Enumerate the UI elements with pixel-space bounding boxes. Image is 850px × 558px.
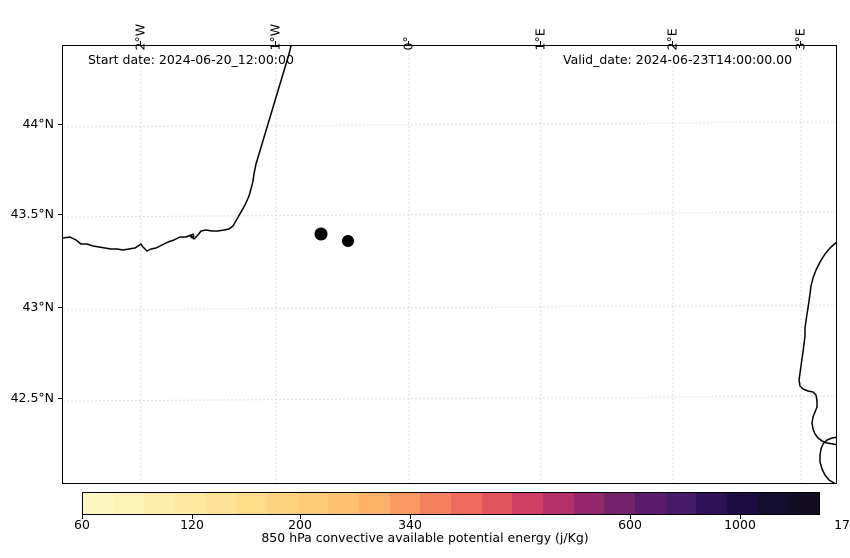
lat-tick-label-42-5n: 42.5°N [10, 389, 54, 405]
colorbar-tick-label-200: 200 [288, 517, 312, 532]
colorbar-tick-label-600: 600 [618, 517, 642, 532]
latitude-gridlines [63, 121, 836, 402]
map-axes [62, 45, 837, 484]
colorbar-tick-label-60: 60 [74, 517, 90, 532]
station-marker-1 [314, 227, 328, 241]
lat-tick-mark [58, 398, 62, 399]
lon-tick-label-2e: 2°E [664, 28, 680, 51]
colorbar-segment-19 [665, 493, 697, 514]
start-date-annotation: Start date: 2024-06-20_12:00:00 [88, 52, 294, 67]
coastline-catalonia [798, 241, 836, 446]
colorbar-tick-mark [82, 515, 83, 519]
colorbar-segment-0 [83, 493, 114, 514]
lat-tick-label-43n: 43°N [22, 298, 54, 314]
colorbar-segment-8 [328, 493, 360, 514]
colorbar-tick-mark [410, 515, 411, 519]
valid-date-annotation: Valid_date: 2024-06-23T14:00:00.00 [563, 52, 793, 67]
lon-tick-label-2w: 2°W [132, 23, 148, 51]
longitude-gridlines [140, 46, 802, 483]
colorbar-segment-18 [635, 493, 666, 514]
colorbar-segment-3 [175, 493, 206, 514]
colorbar-tick-label-340: 340 [398, 517, 422, 532]
lon-tick-mark [408, 41, 409, 45]
colorbar-segment-13 [481, 493, 513, 514]
lon-tick-mark [275, 41, 276, 45]
colorbar-segment-5 [236, 493, 268, 514]
lat-tick-mark [58, 307, 62, 308]
lon-tick-label-0: 0° [400, 36, 416, 51]
colorbar-segment-16 [573, 493, 605, 514]
colorbar-segment-11 [420, 493, 452, 514]
colorbar-tick-marks [82, 515, 820, 520]
colorbar [82, 492, 820, 515]
lon-tick-mark [800, 41, 801, 45]
lon-tick-mark [672, 41, 673, 45]
colorbar-segment-12 [451, 493, 482, 514]
colorbar-tick-label-1750: 1750 [834, 517, 850, 532]
lon-tick-mark [140, 41, 141, 45]
colorbar-segment-21 [727, 493, 758, 514]
colorbar-tick-mark [300, 515, 301, 519]
lon-tick-label-1w: 1°W [267, 23, 283, 51]
colorbar-segment-2 [144, 493, 176, 514]
colorbar-segment-14 [512, 493, 544, 514]
colorbar-tick-label-1000: 1000 [724, 517, 756, 532]
lat-tick-label-43-5n: 43.5°N [10, 205, 54, 221]
colorbar-segment-6 [267, 493, 298, 514]
colorbar-segment-22 [757, 493, 789, 514]
coastline-north-spain [63, 46, 292, 252]
lon-tick-mark [540, 41, 541, 45]
colorbar-segment-1 [113, 493, 145, 514]
colorbar-segment-9 [359, 493, 390, 514]
lat-tick-mark [58, 124, 62, 125]
colorbar-segment-23 [788, 493, 820, 514]
colorbar-segment-4 [205, 493, 237, 514]
colorbar-segment-10 [389, 493, 421, 514]
station-marker-2 [342, 235, 354, 247]
colorbar-tick-mark [740, 515, 741, 519]
lon-tick-label-3e: 3°E [792, 28, 808, 51]
colorbar-segment-20 [696, 493, 728, 514]
colorbar-axis-label: 850 hPa convective available potential e… [261, 530, 589, 545]
colorbar-segment-7 [297, 493, 329, 514]
map-svg [63, 46, 836, 483]
colorbar-tick-mark [192, 515, 193, 519]
coastline-bay-lower-right [819, 436, 836, 483]
coastline-inlet-detail [189, 233, 195, 239]
lat-tick-label-44n: 44°N [22, 115, 54, 131]
lat-tick-mark [58, 214, 62, 215]
colorbar-tick-mark [630, 515, 631, 519]
colorbar-tick-label-120: 120 [180, 517, 204, 532]
colorbar-segment-15 [543, 493, 574, 514]
lon-tick-label-1e: 1°E [532, 28, 548, 51]
colorbar-segment-17 [604, 493, 636, 514]
